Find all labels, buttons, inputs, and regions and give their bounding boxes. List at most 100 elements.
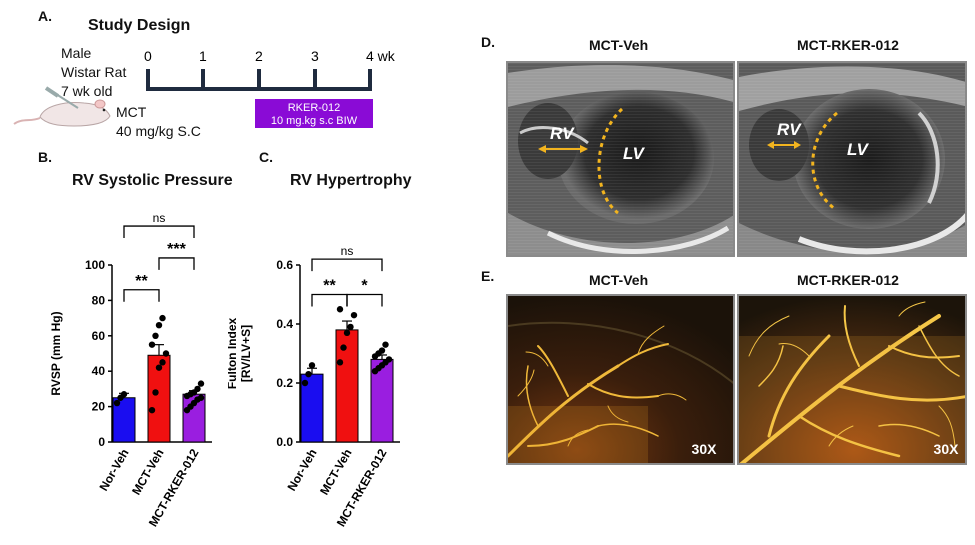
significance-label: ***	[167, 241, 186, 258]
rat-icon	[13, 86, 111, 127]
panel-d-label: D.	[481, 34, 495, 50]
mct-description: MCT 40 mg/kg S.C	[116, 103, 201, 141]
fulton-chart: 0.0 0.2 0.4 0.6 Fulton Index[RV/LV+S] Nor-Veh…	[228, 244, 400, 529]
x-tick-label: Nor-Veh	[96, 447, 131, 494]
y-tick-label: 0.6	[276, 258, 293, 272]
data-point	[343, 329, 351, 337]
data-point	[113, 399, 121, 407]
significance-bracket	[123, 289, 160, 302]
significance-label: ns	[153, 211, 166, 225]
y-tick-label: 60	[92, 329, 106, 343]
septum-dashed-line	[597, 107, 624, 215]
y-tick-label: 100	[85, 258, 105, 272]
data-point	[305, 370, 312, 378]
vessel-left-title: MCT-Veh	[589, 272, 649, 288]
animal-line: Wistar Rat	[61, 64, 127, 80]
echo-ultrasound: RV LV	[739, 63, 965, 255]
x-tick-label: MCT-Veh	[129, 447, 166, 498]
data-point	[385, 356, 393, 363]
data-point	[120, 391, 128, 398]
data-point	[148, 406, 156, 414]
x-tick-label: MCT-Veh	[317, 447, 354, 498]
vessel-image-mct-veh: 30X	[506, 294, 735, 465]
significance-bracket	[123, 225, 195, 239]
panel-c-label: C.	[259, 149, 273, 165]
animal-line: Male	[61, 45, 92, 61]
y-tick-label: 0.2	[276, 376, 293, 390]
panel-e-label: E.	[481, 268, 495, 284]
echo-image-mct-rker: RV LV	[737, 61, 967, 257]
mct-line: MCT	[116, 104, 147, 120]
week-label: 0	[144, 48, 152, 64]
y-tick-label: 0.0	[276, 435, 293, 449]
significance-label: ns	[341, 244, 354, 258]
data-point	[340, 344, 347, 351]
panel-c-title: RV Hypertrophy	[290, 172, 412, 189]
data-point	[148, 341, 156, 348]
data-point	[152, 389, 159, 396]
data-point	[155, 321, 163, 329]
bar	[147, 354, 171, 443]
week-label: 1	[199, 48, 207, 64]
data-point	[155, 364, 163, 371]
magnification-label: 30X	[692, 441, 718, 457]
y-tick-label: 40	[92, 364, 106, 378]
animal-line: 7 wk old	[61, 83, 113, 99]
echo-left-title: MCT-Veh	[589, 37, 649, 53]
y-axis-label: RVSP (mm Hg)	[49, 311, 63, 395]
week-label: 2	[255, 48, 263, 64]
significance-bracket	[158, 257, 195, 270]
data-point	[194, 385, 201, 393]
data-point	[378, 347, 386, 354]
animal-description: Male Wistar Rat 7 wk old	[61, 44, 126, 101]
septum-dashed-line	[811, 111, 838, 211]
significance-label: **	[135, 273, 148, 290]
y-tick-label: 0.4	[276, 317, 293, 331]
significance-bracket	[311, 258, 383, 272]
data-point	[336, 306, 344, 313]
vascular-cast: 30X	[739, 296, 965, 463]
y-tick-label: 80	[92, 293, 106, 307]
mct-line: 40 mg/kg S.C	[116, 123, 201, 139]
rv-label: RV	[777, 120, 802, 139]
panel-b-label: B.	[38, 149, 52, 165]
significance-label: **	[323, 278, 336, 295]
data-point	[336, 359, 344, 366]
data-point	[301, 379, 309, 387]
data-point	[347, 323, 354, 331]
panel-b-title: RV Systolic Pressure	[72, 172, 233, 189]
data-point	[162, 350, 170, 357]
vascular-cast: 30X	[508, 296, 733, 463]
data-point	[159, 314, 166, 322]
data-point	[152, 332, 159, 339]
bar	[335, 329, 359, 443]
data-point	[350, 311, 358, 319]
lv-label: LV	[623, 144, 645, 163]
y-tick-label: 0	[98, 435, 105, 449]
x-tick-label: Nor-Veh	[284, 447, 319, 494]
panel-a-title: Study Design	[88, 17, 191, 34]
treatment-dose: 10 mg.kg s.c BIW	[271, 115, 358, 127]
data-point	[382, 341, 389, 348]
echo-ultrasound: RV LV	[508, 63, 733, 255]
treatment-drug: RKER-012	[288, 102, 341, 114]
vessel-image-mct-rker: 30X	[737, 294, 967, 465]
echo-image-mct-veh: RV LV	[506, 61, 735, 257]
y-axis-label: Fulton Index[RV/LV+S]	[228, 318, 253, 390]
significance-bracket	[346, 293, 383, 307]
magnification-label: 30X	[934, 441, 960, 457]
y-tick-label: 20	[92, 400, 106, 414]
significance-label: *	[361, 278, 368, 295]
week-label: 3	[311, 48, 319, 64]
echo-right-title: MCT-RKER-012	[797, 37, 899, 53]
data-point	[159, 359, 166, 366]
data-point	[197, 380, 205, 387]
study-timeline: 0 1 2 3 4 wk RKER-012 10 mg.kg s.c BIW	[13, 48, 396, 128]
treatment-bar	[255, 99, 373, 128]
panel-a-label: A.	[38, 8, 52, 24]
data-point	[308, 362, 316, 369]
significance-bracket	[311, 293, 348, 307]
rv-label: RV	[550, 124, 575, 143]
vessel-right-title: MCT-RKER-012	[797, 272, 899, 288]
